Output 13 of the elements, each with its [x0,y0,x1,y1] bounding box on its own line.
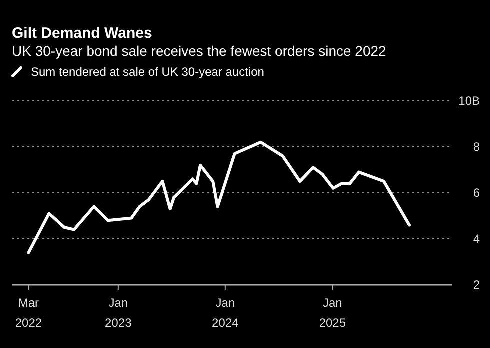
x-tick-label: Jan 2025 [319,296,346,330]
chart-subtitle: UK 30-year bond sale receives the fewest orders since 2022 [12,43,387,59]
x-tick-label: Jan 2023 [105,296,132,330]
chart-title: Gilt Demand Wanes [12,25,152,42]
y-tick-label: 4 [473,232,480,246]
line-series [27,140,411,254]
y-tick-label: 8 [473,140,480,154]
x-tick-label: Mar 2022 [15,296,42,330]
y-tick-label: 10B [458,94,480,108]
y-tick-label: 2 [473,278,480,292]
legend-label: Sum tendered at sale of UK 30-year auction [31,65,264,80]
x-tick-label: Jan 2024 [212,296,240,330]
y-tick-label: 6 [473,186,480,200]
